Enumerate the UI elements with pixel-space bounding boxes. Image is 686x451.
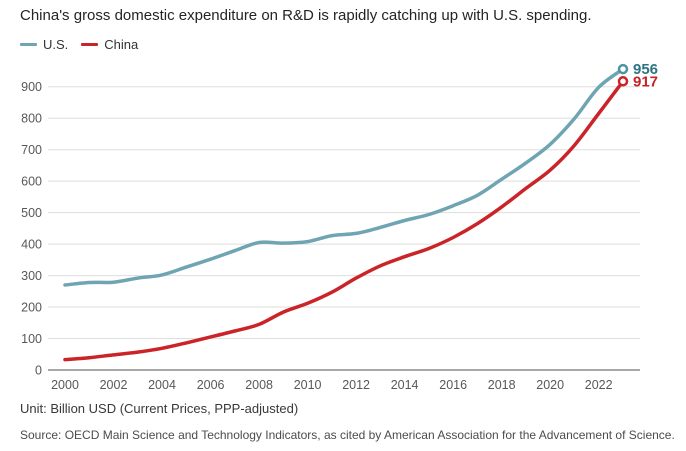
- y-tick-label: 800: [21, 112, 42, 126]
- x-tick-label: 2014: [391, 378, 419, 392]
- chart-legend: U.S. China: [20, 37, 138, 52]
- x-tick-label: 2004: [148, 378, 176, 392]
- x-tick-label: 2022: [585, 378, 613, 392]
- x-tick-label: 2000: [51, 378, 79, 392]
- y-tick-label: 400: [21, 238, 42, 252]
- x-tick-label: 2018: [488, 378, 516, 392]
- line-chart: 0 100 200 300 400 500 600 700 800 900 2000 2002 2004…: [21, 61, 658, 392]
- x-tick-label: 2016: [439, 378, 467, 392]
- x-tick-label: 2002: [100, 378, 128, 392]
- series-line-us: [63, 67, 625, 287]
- endpoint-marker-us: [617, 63, 629, 75]
- legend-label-us: U.S.: [43, 37, 69, 52]
- y-tick-label: 700: [21, 143, 42, 157]
- end-value-label-china: 917: [633, 73, 658, 90]
- x-tick-label: 2010: [294, 378, 322, 392]
- y-tick-label: 900: [21, 80, 42, 94]
- x-tick-label: 2020: [536, 378, 564, 392]
- endpoint-marker-china: [617, 76, 629, 87]
- x-tick-label: 2006: [197, 378, 225, 392]
- x-tick-label: 2008: [245, 378, 273, 392]
- legend-swatch-china-icon: [81, 42, 99, 47]
- y-tick-label: 0: [35, 364, 42, 378]
- chart-title: China's gross domestic expenditure on R&…: [20, 7, 592, 24]
- end-value-label-us: 956: [633, 61, 658, 78]
- legend-swatch-us-icon: [20, 42, 37, 47]
- y-tick-label: 300: [21, 269, 42, 283]
- y-tick-label: 200: [21, 301, 42, 315]
- legend-label-china: China: [104, 37, 139, 52]
- x-tick-label: 2012: [342, 378, 370, 392]
- y-tick-label: 100: [21, 332, 42, 346]
- y-tick-label: 600: [21, 175, 42, 189]
- source-note: Source: OECD Main Science and Technology…: [20, 428, 675, 442]
- legend-item-us: U.S.: [20, 37, 68, 52]
- series-line-china: [63, 79, 625, 362]
- unit-note: Unit: Billion USD (Current Prices, PPP-a…: [20, 401, 299, 416]
- y-tick-label: 500: [21, 206, 42, 220]
- legend-item-china: China: [81, 37, 138, 52]
